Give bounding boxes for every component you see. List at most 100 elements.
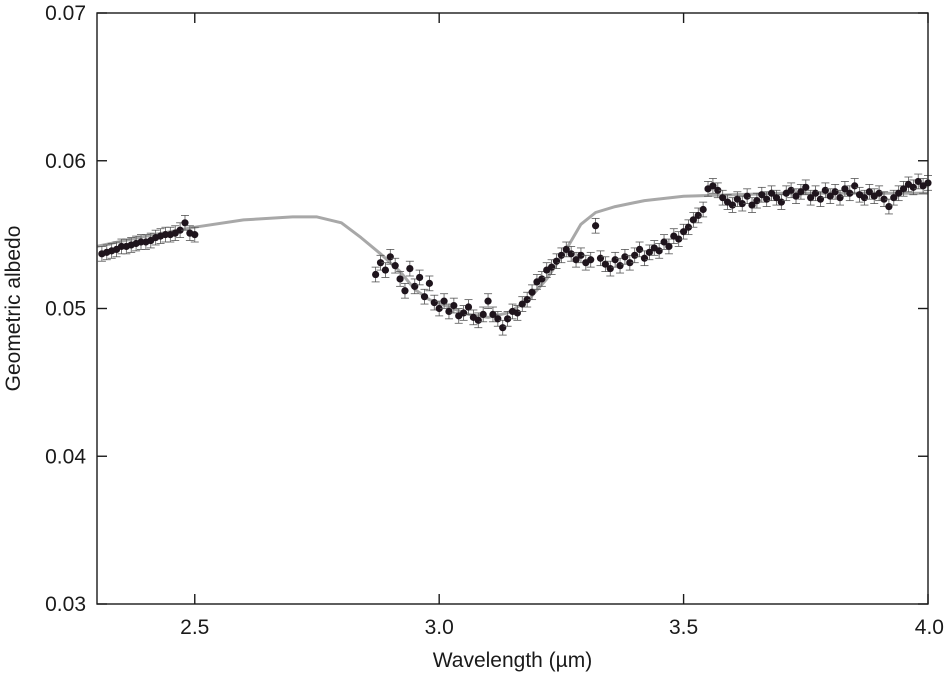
data-point [889, 189, 898, 206]
point-marker [523, 296, 531, 304]
point-marker [890, 194, 898, 202]
point-marker [753, 197, 761, 205]
model-curve-layer [96, 191, 928, 319]
point-marker [552, 257, 561, 265]
point-marker [592, 222, 600, 230]
point-marker [880, 195, 888, 203]
data-point [792, 188, 801, 204]
point-marker [635, 245, 644, 253]
data-point [591, 217, 600, 234]
point-marker [372, 270, 380, 279]
data-point [679, 223, 688, 240]
data-point [479, 306, 488, 323]
point-marker [601, 260, 609, 268]
point-marker [538, 275, 546, 283]
data-point [772, 189, 781, 206]
point-marker [758, 191, 766, 199]
point-marker [899, 185, 908, 193]
point-marker [479, 310, 487, 319]
y-tick-label: 0.05 [45, 298, 86, 321]
point-marker [376, 259, 385, 267]
data-point [645, 244, 654, 261]
point-marker [181, 219, 189, 227]
point-marker [772, 194, 781, 202]
data-points-layer [97, 173, 932, 336]
point-marker [684, 223, 693, 231]
data-point [518, 296, 527, 312]
point-marker [792, 192, 800, 200]
data-point [748, 197, 757, 213]
point-marker [895, 189, 903, 197]
data-point [689, 212, 698, 228]
point-marker [411, 282, 419, 290]
data-point [371, 266, 380, 283]
point-marker [611, 256, 619, 264]
x-axis: 2.5 3.0 3.5 4.0 [180, 13, 944, 639]
data-point [176, 222, 185, 238]
data-point [699, 201, 708, 218]
data-point [435, 300, 444, 317]
data-point [498, 319, 507, 336]
data-point [733, 191, 742, 207]
point-marker [826, 192, 834, 200]
point-marker [557, 251, 565, 259]
data-point [713, 182, 722, 199]
point-marker [606, 265, 614, 273]
x-axis-title: Wavelength (µm) [433, 649, 593, 672]
data-point [503, 311, 512, 327]
point-marker [694, 211, 702, 220]
y-tick-label: 0.06 [45, 150, 86, 173]
data-point [767, 185, 776, 202]
data-point [572, 251, 581, 268]
point-marker [621, 253, 629, 261]
point-marker [464, 303, 473, 311]
data-point [718, 189, 727, 206]
data-point [787, 182, 796, 199]
data-point [190, 226, 199, 243]
point-marker [562, 245, 570, 253]
point-marker [816, 195, 825, 203]
point-marker [797, 188, 805, 196]
point-marker [860, 194, 869, 202]
point-marker [655, 247, 663, 255]
point-marker [435, 304, 443, 313]
data-point [376, 254, 385, 271]
data-point [396, 271, 405, 287]
data-point [415, 269, 424, 286]
point-marker [440, 297, 448, 305]
point-marker [689, 216, 697, 224]
data-point [542, 262, 551, 278]
data-point [151, 229, 160, 246]
point-marker [831, 188, 839, 196]
point-marker [875, 189, 883, 197]
point-marker [416, 273, 424, 282]
data-point [484, 293, 493, 309]
data-point [894, 185, 903, 202]
point-marker [719, 194, 727, 202]
point-marker [386, 253, 394, 261]
y-tick-label: 0.07 [45, 2, 86, 25]
point-marker [484, 297, 492, 305]
data-point [865, 183, 874, 200]
data-point [449, 297, 458, 314]
data-point [625, 254, 634, 271]
data-point [757, 186, 766, 203]
data-point [826, 188, 835, 204]
point-marker [396, 275, 404, 283]
point-marker [733, 195, 741, 203]
point-marker [445, 307, 453, 316]
point-marker [699, 205, 707, 214]
point-marker [616, 262, 624, 270]
data-point [425, 275, 434, 292]
point-marker [821, 186, 829, 194]
point-marker [401, 287, 409, 295]
point-marker [494, 315, 502, 323]
point-marker [811, 189, 820, 197]
point-marker [767, 189, 776, 197]
point-marker [513, 309, 521, 317]
point-marker [885, 202, 893, 211]
x-tick-label: 3.0 [425, 616, 454, 639]
data-point [586, 251, 595, 268]
point-marker [645, 248, 653, 256]
